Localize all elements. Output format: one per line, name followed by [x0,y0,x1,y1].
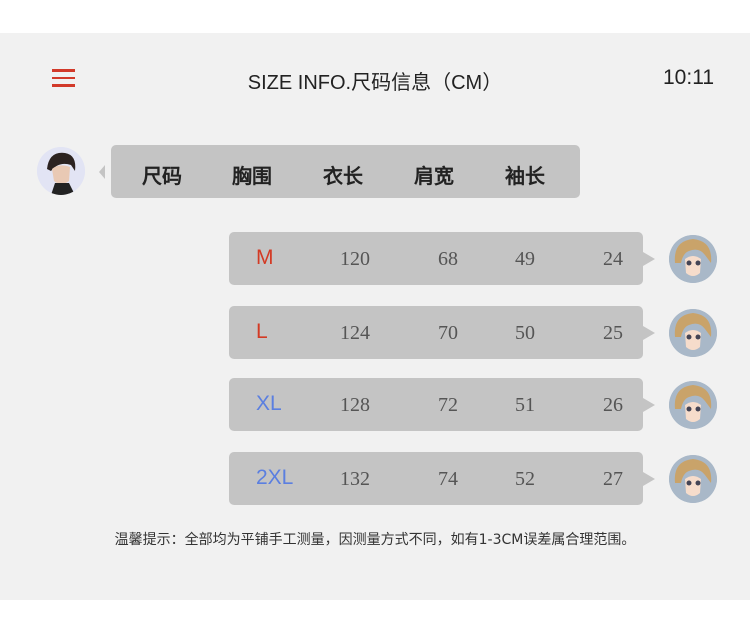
size-row: L 124 70 50 25 [229,306,655,359]
size-row: XL 128 72 51 26 [229,378,655,431]
size-note: 温馨提示：全部均为平铺手工测量，因测量方式不同，如有1-3CM误差属合理范围。 [114,532,636,548]
measurement-value: 72 [438,394,458,416]
measurement-value: 49 [515,248,535,270]
measurement-value: 52 [515,468,535,490]
size-label: XL [256,392,282,415]
measurement-value: 68 [438,248,458,270]
column-header: 肩宽 [414,164,454,188]
measurement-value: 120 [340,248,370,270]
avatar-right [669,235,717,283]
measurement-value: 70 [438,322,458,344]
measurement-value: 27 [603,468,623,490]
size-label: M [256,246,274,269]
measurement-value: 51 [515,394,535,416]
size-label: 2XL [256,466,294,489]
measurement-value: 50 [515,322,535,344]
header-bubble: 尺码 胸围 衣长 肩宽 袖长 [99,145,580,198]
measurement-value: 124 [340,322,370,344]
size-label: L [256,320,268,343]
hamburger-icon[interactable] [52,69,75,87]
column-header: 胸围 [232,164,272,188]
clock: 10:11 [663,66,714,89]
measurement-value: 132 [340,468,370,490]
size-row: 2XL 132 74 52 27 [229,452,655,505]
avatar-right [669,455,717,503]
column-header: 袖长 [505,164,545,188]
measurement-value: 24 [603,248,623,270]
avatar-right [669,309,717,357]
column-header: 衣长 [323,164,363,188]
column-header: 尺码 [142,164,182,188]
measurement-value: 26 [603,394,623,416]
avatar-left [37,147,85,195]
size-row: M 120 68 49 24 [229,232,655,285]
measurement-value: 128 [340,394,370,416]
measurement-value: 25 [603,322,623,344]
page-title: SIZE INFO.尺码信息（CM） [247,72,503,94]
measurement-value: 74 [438,468,458,490]
avatar-right [669,381,717,429]
